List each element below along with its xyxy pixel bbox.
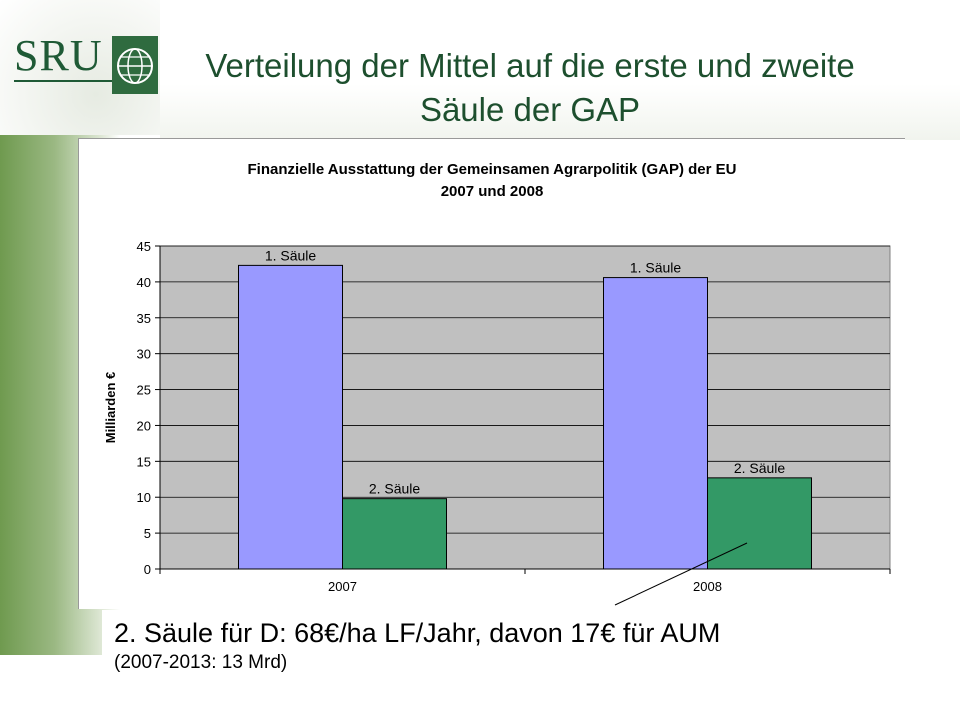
y-tick-label: 35 [137,311,151,326]
chart-frame: Finanzielle Ausstattung der Gemeinsamen … [78,138,905,609]
note-sub-text: (2007-2013: 13 Mrd) [114,652,288,673]
bar [603,277,708,570]
bar [238,264,343,570]
note-box: 2. Säule für D: 68€/ha LF/Jahr, davon 17… [102,610,934,682]
y-tick-label: 10 [137,490,151,505]
y-tick-label: 15 [137,454,151,469]
note-main-text: 2. Säule für D: 68€/ha LF/Jahr, davon 17… [114,618,721,648]
y-tick-label: 25 [137,383,151,398]
annotation-pointer [614,542,748,606]
x-tick-label: 2007 [328,579,357,594]
logo: SRU [0,0,160,135]
bar [707,477,812,570]
bar [342,498,447,570]
bar-data-label: 2. Säule [734,460,786,476]
bar-data-label: 1. Säule [630,260,682,276]
slide-title: Verteilung der Mittel auf die erste und … [205,47,855,128]
chart-title: Finanzielle Ausstattung der Gemeinsamen … [248,161,737,200]
header-band [160,0,960,140]
y-tick-label: 30 [137,347,151,362]
bar-data-label: 1. Säule [265,247,317,263]
y-tick-label: 5 [144,526,151,541]
y-tick-label: 40 [137,275,151,290]
logo-underline [14,80,114,82]
y-tick-label: 45 [137,239,151,254]
logo-text: SRU [14,31,103,80]
y-tick-label: 20 [137,418,151,433]
bar-chart: Finanzielle Ausstattung der Gemeinsamen … [103,161,891,606]
x-tick-label: 2008 [693,579,722,594]
y-tick-label: 0 [144,562,151,577]
bar-data-label: 2. Säule [369,481,421,497]
y-axis-label: Milliarden € [103,372,118,444]
globe-icon [112,36,158,94]
